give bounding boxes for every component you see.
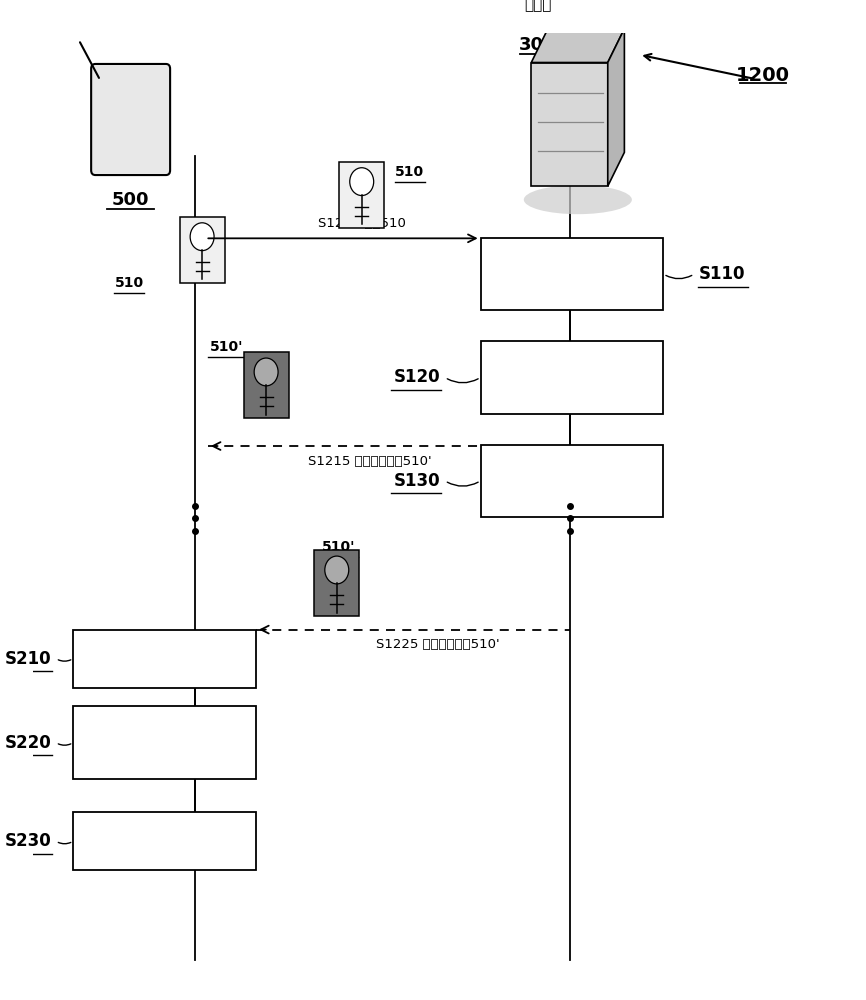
- Text: S220: S220: [5, 734, 52, 752]
- Text: S230: S230: [5, 832, 52, 850]
- Polygon shape: [608, 29, 624, 186]
- Ellipse shape: [524, 185, 632, 214]
- Text: 510': 510': [210, 340, 244, 354]
- Text: S110: S110: [698, 265, 745, 283]
- FancyBboxPatch shape: [91, 64, 170, 175]
- Text: 将密码信息520集成
到图像510中: 将密码信息520集成 到图像510中: [530, 361, 615, 394]
- Circle shape: [325, 556, 349, 584]
- Circle shape: [191, 223, 214, 251]
- FancyBboxPatch shape: [179, 217, 224, 283]
- FancyBboxPatch shape: [531, 63, 608, 186]
- Text: 从图像510'中
提取出密码信息520: 从图像510'中 提取出密码信息520: [122, 726, 207, 759]
- Text: 接收图像510': 接收图像510': [132, 652, 197, 666]
- Text: 服务器: 服务器: [524, 0, 552, 12]
- Text: S1205 图像510: S1205 图像510: [318, 217, 405, 230]
- Text: 1200: 1200: [736, 66, 790, 85]
- Text: 510: 510: [114, 276, 144, 290]
- FancyBboxPatch shape: [481, 445, 663, 517]
- Polygon shape: [531, 29, 624, 63]
- Circle shape: [254, 358, 278, 386]
- Text: S1225 处理后的图像510': S1225 处理后的图像510': [376, 638, 500, 651]
- FancyBboxPatch shape: [339, 162, 385, 228]
- FancyBboxPatch shape: [243, 352, 288, 418]
- Text: 接收密码信息520
和图像510: 接收密码信息520 和图像510: [533, 257, 611, 291]
- Text: S1215 处理后的图像510': S1215 处理后的图像510': [308, 455, 432, 468]
- FancyBboxPatch shape: [74, 812, 256, 870]
- Circle shape: [350, 168, 374, 196]
- FancyBboxPatch shape: [314, 550, 359, 616]
- FancyBboxPatch shape: [481, 341, 663, 414]
- Text: S210: S210: [5, 650, 52, 668]
- FancyBboxPatch shape: [74, 630, 256, 688]
- Text: 500: 500: [112, 191, 149, 209]
- Text: 300: 300: [520, 36, 557, 54]
- Text: 返回处理后的图像
510': 返回处理后的图像 510': [539, 464, 605, 498]
- Text: S120: S120: [394, 368, 441, 386]
- Text: 返回密码信息520: 返回密码信息520: [126, 834, 203, 848]
- Text: 510': 510': [321, 540, 355, 554]
- FancyBboxPatch shape: [481, 238, 663, 310]
- Text: S130: S130: [394, 472, 441, 490]
- Text: 510: 510: [396, 165, 424, 179]
- FancyBboxPatch shape: [74, 706, 256, 779]
